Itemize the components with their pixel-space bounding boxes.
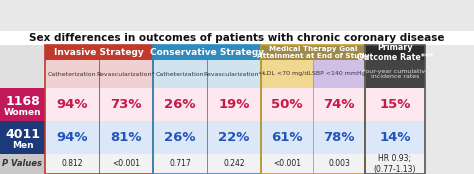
Text: Revascularization*: Revascularization*	[97, 72, 155, 77]
Bar	[313, 60, 365, 88]
Bar	[99, 60, 153, 88]
Bar	[261, 121, 313, 154]
Text: 74%: 74%	[323, 98, 355, 111]
Text: 61%: 61%	[271, 131, 303, 144]
Bar	[313, 154, 365, 174]
Text: LDL <70 mg/dL: LDL <70 mg/dL	[263, 72, 311, 77]
Bar	[313, 121, 365, 154]
Text: 0.717: 0.717	[169, 160, 191, 168]
Bar	[207, 154, 261, 174]
Text: Catheterization: Catheterization	[48, 72, 96, 77]
Bar	[45, 60, 99, 88]
Text: 81%: 81%	[110, 131, 142, 144]
Bar	[207, 121, 261, 154]
Bar	[365, 45, 425, 174]
Text: 1168: 1168	[5, 95, 40, 108]
Bar	[207, 60, 261, 88]
Text: Men: Men	[12, 141, 33, 150]
Text: 4011: 4011	[5, 128, 40, 141]
Text: Sex differences in outcomes of patients with chronic coronary disease: Sex differences in outcomes of patients …	[29, 33, 445, 43]
Text: 50%: 50%	[271, 98, 303, 111]
Text: 26%: 26%	[164, 98, 196, 111]
Bar	[45, 121, 99, 154]
Bar	[261, 88, 313, 121]
Text: 78%: 78%	[323, 131, 355, 144]
Text: HR 0.93;
(0.77-1.13): HR 0.93; (0.77-1.13)	[374, 154, 416, 174]
Bar	[365, 88, 425, 121]
Bar	[0, 154, 45, 174]
Text: 26%: 26%	[164, 131, 196, 144]
Bar	[261, 154, 313, 174]
Bar	[313, 88, 365, 121]
Bar	[261, 60, 313, 88]
Bar	[0, 121, 45, 154]
Bar	[0, 88, 45, 121]
Bar	[365, 121, 425, 154]
Text: <0.001: <0.001	[273, 160, 301, 168]
Bar	[365, 60, 425, 88]
Bar	[153, 154, 207, 174]
Text: 94%: 94%	[56, 131, 88, 144]
Text: Four-year cumulative
incidence rates: Four-year cumulative incidence rates	[362, 69, 428, 79]
Text: 73%: 73%	[110, 98, 142, 111]
Text: Primary
Outcome Rate***: Primary Outcome Rate***	[357, 43, 433, 62]
Bar	[153, 121, 207, 154]
Bar	[45, 45, 153, 60]
Text: 15%: 15%	[379, 98, 410, 111]
Bar	[153, 45, 261, 60]
Text: 0.003: 0.003	[328, 160, 350, 168]
Bar	[0, 31, 474, 45]
Bar	[365, 45, 425, 60]
Text: P Values: P Values	[2, 160, 43, 168]
Text: Revascularization**: Revascularization**	[203, 72, 265, 77]
Text: <0.001: <0.001	[112, 160, 140, 168]
Text: Catheterization: Catheterization	[155, 72, 204, 77]
Text: SBP <140 mmHg: SBP <140 mmHg	[312, 72, 366, 77]
Bar	[207, 88, 261, 121]
Text: 19%: 19%	[219, 98, 250, 111]
Bar	[99, 154, 153, 174]
Text: 94%: 94%	[56, 98, 88, 111]
Bar	[45, 154, 99, 174]
Text: Medical Therapy Goal
Attainment at End of Study: Medical Therapy Goal Attainment at End o…	[257, 46, 369, 59]
Bar	[153, 45, 261, 174]
Bar	[153, 88, 207, 121]
Text: 0.812: 0.812	[61, 160, 83, 168]
Bar	[45, 88, 99, 121]
Bar	[45, 45, 153, 174]
Text: 14%: 14%	[379, 131, 411, 144]
Bar	[153, 60, 207, 88]
Bar	[261, 45, 365, 174]
Text: 0.242: 0.242	[223, 160, 245, 168]
Text: 22%: 22%	[219, 131, 250, 144]
Bar	[365, 154, 425, 174]
Bar	[99, 88, 153, 121]
Text: Invasive Strategy: Invasive Strategy	[54, 48, 144, 57]
Bar	[99, 121, 153, 154]
Text: Conservative Strategy: Conservative Strategy	[150, 48, 264, 57]
Bar	[261, 45, 365, 60]
Bar	[0, 45, 45, 88]
Text: Women: Women	[4, 108, 41, 117]
